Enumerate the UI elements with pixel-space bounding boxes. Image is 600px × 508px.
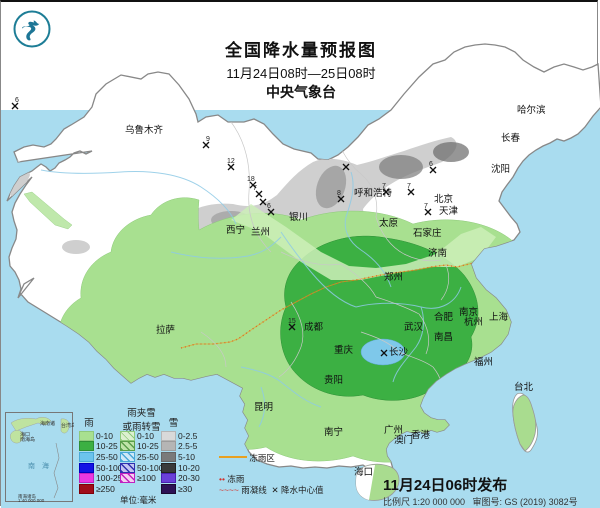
svg-text:台北: 台北: [514, 381, 534, 393]
svg-text:1:40 000 000: 1:40 000 000: [18, 498, 45, 503]
svg-text:杭州: 杭州: [464, 316, 483, 328]
svg-text:成都: 成都: [304, 321, 324, 333]
svg-text:南 海: 南 海: [28, 461, 49, 470]
svg-text:重庆: 重庆: [334, 344, 354, 356]
svg-text:长春: 长春: [501, 132, 521, 144]
svg-text:银川: 银川: [289, 211, 308, 223]
svg-text:8: 8: [337, 190, 341, 197]
svg-text:合肥: 合肥: [434, 311, 454, 323]
svg-text:15: 15: [288, 318, 296, 325]
svg-text:呼和浩特: 呼和浩特: [354, 187, 393, 199]
svg-text:台湾岛: 台湾岛: [61, 422, 74, 429]
svg-text:石家庄: 石家庄: [413, 227, 442, 239]
svg-text:上海: 上海: [489, 311, 509, 323]
svg-text:海南诸: 海南诸: [40, 420, 55, 427]
svg-text:西宁: 西宁: [226, 224, 245, 236]
svg-text:9: 9: [206, 136, 210, 143]
svg-text:贵阳: 贵阳: [324, 374, 343, 386]
svg-text:济南: 济南: [428, 247, 447, 259]
svg-text:拉萨: 拉萨: [156, 324, 176, 336]
svg-text:7: 7: [407, 183, 411, 190]
svg-text:沈阳: 沈阳: [491, 163, 510, 175]
svg-text:7: 7: [424, 203, 428, 210]
svg-text:武汉: 武汉: [404, 321, 424, 333]
svg-text:12: 12: [227, 158, 235, 165]
svg-text:郑州: 郑州: [384, 271, 403, 283]
svg-text:北京: 北京: [434, 193, 453, 205]
svg-text:兰州: 兰州: [251, 226, 270, 238]
svg-text:天津: 天津: [439, 206, 459, 217]
svg-text:7: 7: [253, 185, 257, 192]
svg-text:18: 18: [247, 176, 255, 183]
svg-text:哈尔滨: 哈尔滨: [517, 104, 546, 116]
svg-text:太原: 太原: [379, 217, 398, 229]
svg-text:福州: 福州: [474, 356, 493, 368]
svg-text:南海岛: 南海岛: [20, 436, 35, 443]
svg-text:6: 6: [429, 161, 433, 168]
svg-text:南昌: 南昌: [434, 331, 453, 343]
svg-text:6: 6: [267, 203, 271, 210]
svg-text:长沙: 长沙: [389, 346, 409, 358]
svg-text:乌鲁木齐: 乌鲁木齐: [125, 124, 164, 136]
